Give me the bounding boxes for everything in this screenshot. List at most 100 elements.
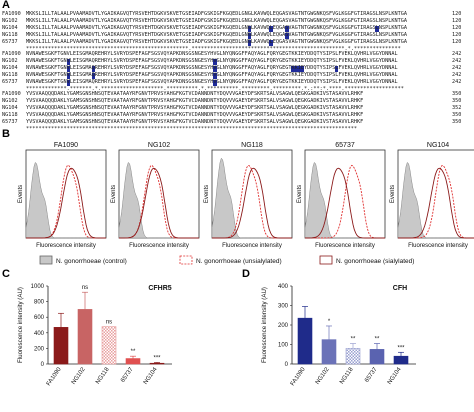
y-tick-label: 200 [278, 323, 289, 329]
sequence-text: MKKSLILLTALAALPVAAMADVTLYGAIKAGVQTYRSVEH… [26, 32, 408, 38]
strain-name: NG102 [2, 98, 18, 104]
category-label: NG118 [95, 366, 111, 385]
sequence-text: *************.*******.*.****************… [26, 86, 404, 92]
category-label: FA1090 [46, 366, 63, 387]
y-tick-label: 600 [34, 315, 45, 321]
residue-count: 120 [452, 32, 462, 38]
residue-count: 352 [452, 105, 462, 111]
strain-name: NG102 [2, 58, 18, 64]
sequence-text: YVSVAAQQQDAKLYGAMSGNSHNSQTEVAATAAYRFGNVT… [26, 112, 364, 118]
residue-count: 242 [452, 65, 462, 71]
variant-highlight [66, 79, 71, 86]
bar [393, 355, 409, 365]
histogram-title: 65737 [335, 142, 355, 149]
panel-b-label: B [2, 128, 10, 140]
significance-label: * [328, 319, 331, 325]
histogram-panel: NG102 Events Fluorescence intensity [111, 142, 200, 249]
bar [149, 362, 165, 365]
strain-name: NG104 [2, 25, 18, 31]
legend-label: N. gonorrhoeae (control) [56, 258, 127, 265]
y-tick-label: 400 [34, 331, 45, 337]
variant-highlight [269, 39, 273, 46]
y-tick-label: 100 [278, 343, 289, 349]
variant-highlight [213, 72, 217, 79]
significance-label: ** [375, 337, 380, 343]
strain-name: 65737 [2, 39, 18, 45]
sequence-text: ****************************************… [26, 126, 358, 132]
sialylated-histogram [26, 167, 106, 239]
strain-name: FA1090 [2, 11, 21, 17]
sequence-text: YVSVAAQQQDAKLYGAMSGNSHNSQTEVAATAAYRFGNVT… [26, 119, 364, 125]
y-tick-label: 400 [278, 284, 289, 290]
strain-name: NG118 [2, 112, 18, 118]
panel-a-label: A [2, 0, 10, 11]
variant-highlight [284, 32, 289, 39]
histogram-panel: NG104 Events Fluorescence intensity [390, 142, 474, 249]
category-label: NG118 [339, 366, 355, 385]
residue-count: 350 [452, 91, 462, 97]
sequence-text: NVNAWESGKFTGNVLEISGMAQREHRYLSVRYDSPEFAGF… [26, 58, 398, 64]
variant-highlight [334, 65, 339, 72]
variant-highlight [213, 65, 217, 72]
histogram-ylabel: Events [111, 185, 117, 203]
category-label: NG104 [143, 366, 159, 386]
unsialylated-histogram [305, 164, 385, 239]
histogram-xlabel: Fluorescence intensity [222, 243, 282, 249]
histogram-title: FA1090 [54, 142, 78, 149]
category-label: 65737 [364, 366, 379, 384]
histogram-title: NG104 [427, 142, 449, 149]
bar [345, 348, 361, 365]
histogram-xlabel: Fluorescence intensity [36, 243, 96, 249]
histogram-panel: FA1090 Events Fluorescence intensity [18, 142, 107, 249]
strain-name: NG118 [2, 72, 18, 78]
significance-label: *** [153, 355, 161, 361]
sequence-text: NVNAWESGKFTGNVLEISGMAQREHRYLSVRYDSPEFAGF… [26, 65, 398, 71]
sialylated-histogram [212, 167, 292, 239]
variant-highlight [213, 79, 217, 86]
bar [125, 358, 141, 365]
sequence-text: NVNAWESGKFTGNVLEISGMAQREHRYLSVRYDSPEFAGF… [26, 79, 398, 85]
flow-cytometry-histograms: FA1090 Events Fluorescence intensity NG102 E… [18, 142, 474, 265]
y-tick-label: 0 [41, 362, 45, 368]
residue-count: 120 [452, 18, 462, 24]
category-label: NG102 [315, 366, 331, 386]
residue-count: 242 [452, 51, 462, 57]
y-axis-label: Fluorescence intensity (AU) [17, 287, 24, 363]
panel-d-label: D [242, 268, 250, 280]
variant-highlight [66, 72, 71, 79]
strain-name: NG102 [2, 18, 18, 24]
significance-label: ns [82, 285, 88, 291]
sequence-text: MKKSLILLTALAALPVAAMADVTLYGAIKAGVQTYRSVEH… [26, 25, 408, 31]
variant-highlight [213, 58, 217, 65]
histogram-ylabel: Events [390, 185, 396, 203]
legend-item: N. gonorrhoeae (control) [39, 255, 127, 265]
bar [297, 317, 313, 365]
variant-highlight [247, 32, 252, 39]
bar [369, 349, 385, 365]
category-label: FA1090 [290, 366, 307, 387]
strain-name: FA1090 [2, 91, 21, 97]
chart-title: CFH [393, 285, 407, 292]
sialylated-histogram [305, 167, 385, 239]
variant-highlight [269, 25, 273, 32]
sialylated-histogram [398, 167, 474, 239]
sequence-text: MKKSLILLTALAALPVAAMADVTLYGAIKAGVQTYRSVEH… [26, 11, 408, 17]
variant-highlight [66, 65, 71, 72]
sequence-text: YVSVAAQQQDAKLYGAMSGNSHNSQTEVAATAAYRFGNVT… [26, 98, 364, 104]
y-axis-label: Fluorescence intensity (AU) [261, 287, 268, 363]
strain-name: 65737 [2, 119, 18, 125]
sequence-text: ****************************************… [26, 46, 401, 52]
residue-count: 242 [452, 79, 462, 85]
bar [53, 327, 69, 365]
sequence-text: YVSVAAQQQDAKLYGAMSGNSHNSQTEVAATAAYRFGNVT… [26, 105, 364, 111]
cfhr5-bar-chart: 0 200 400 600 800 1000 Fluorescence intensity … [17, 284, 172, 387]
bar [101, 326, 117, 365]
legend-swatch [39, 255, 53, 265]
histogram-title: NG118 [241, 142, 263, 149]
panel-c-label: C [2, 268, 10, 280]
variant-highlight [284, 25, 289, 32]
residue-count: 120 [452, 25, 462, 31]
variant-highlight [66, 58, 71, 65]
strain-name: FA1090 [2, 51, 21, 57]
y-tick-label: 0 [285, 362, 289, 368]
